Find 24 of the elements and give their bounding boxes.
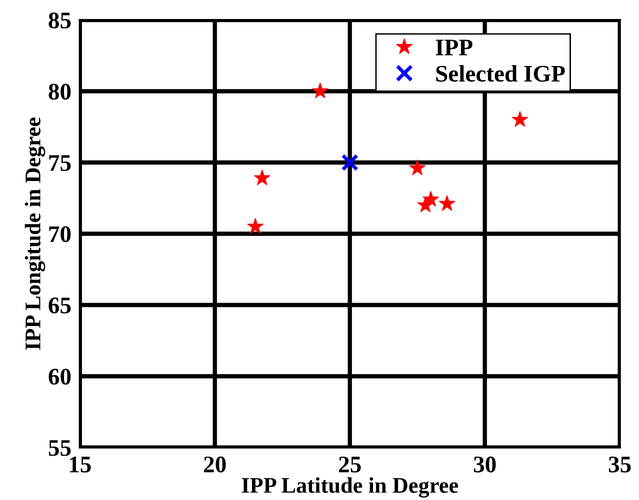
legend-label: IPP [436,40,472,56]
y-tick-label: 70 [49,226,71,242]
y-tick-label: 85 [48,12,71,28]
legend-label: Selected IGP [436,65,565,82]
point [254,169,270,186]
y-axis-title: IPP Longitude in Degree [24,118,46,350]
y-tick-label: 80 [48,84,71,100]
point [341,154,359,172]
point [438,195,456,211]
y-tick-label: 75 [49,155,71,171]
point [247,218,264,234]
point [409,160,426,176]
point [422,190,440,207]
y-tick-label: 55 [48,440,71,456]
y-tick-label: 60 [48,368,71,385]
x-tick-label: 35 [608,456,631,472]
y-tick-label: 65 [48,298,71,314]
x-tick-label: 20 [204,456,226,472]
x-tick-label: 25 [339,456,361,472]
point [312,82,328,98]
point [512,111,528,127]
x-tick-label: 30 [474,456,496,472]
x-axis-title: IPP Latitude in Degree [242,477,458,498]
x-tick-label: 15 [70,456,91,472]
